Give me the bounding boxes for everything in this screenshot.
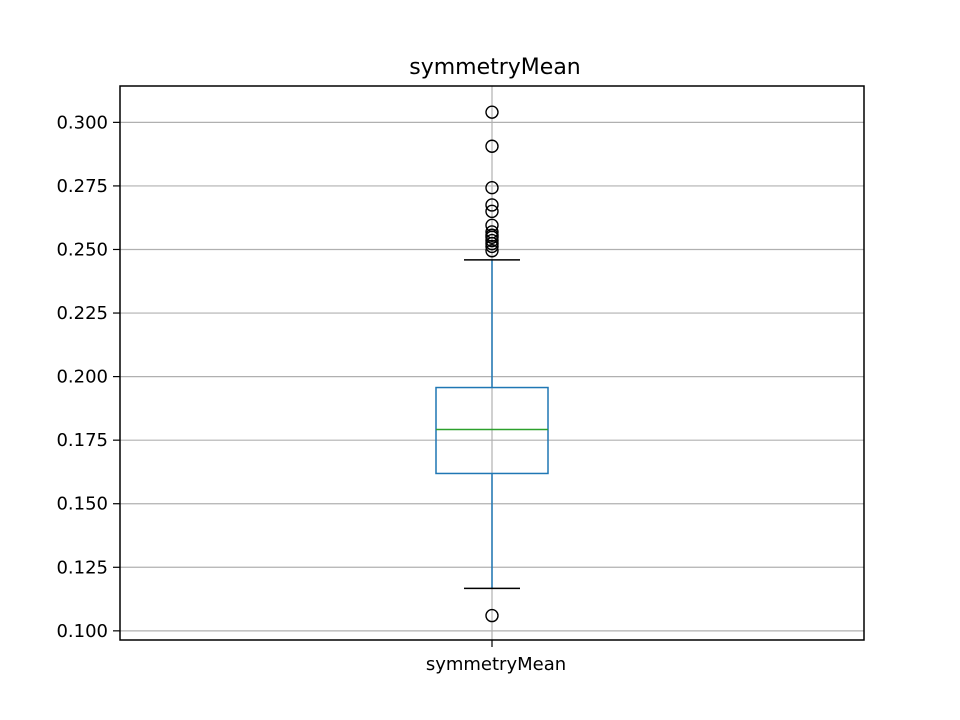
- outlier-point: [485, 244, 499, 258]
- outlier-point: [485, 180, 499, 195]
- iqr-box: [435, 386, 549, 475]
- y-tick-label: 0.125: [56, 557, 108, 578]
- outlier-point: [485, 139, 499, 153]
- y-tick-label: 0.300: [56, 112, 108, 133]
- outlier-point: [485, 198, 499, 212]
- y-axis: 0.100 0.125 0.150 0.175 0.200 0.225 0.250 0.275…: [56, 112, 120, 642]
- chart-title: symmetryMean: [409, 55, 581, 80]
- outlier-point: [485, 105, 499, 119]
- outlier-point: [485, 225, 499, 239]
- y-tick-label: 0.225: [56, 303, 108, 324]
- y-tick-label: 0.175: [56, 430, 108, 451]
- y-tick-label: 0.150: [56, 494, 108, 515]
- outlier-point: [485, 228, 499, 242]
- outlier-point: [485, 233, 499, 248]
- y-tick-label: 0.200: [56, 367, 108, 388]
- x-axis: symmetryMean: [426, 640, 566, 675]
- plot-area: [435, 105, 549, 623]
- y-tick-label: 0.250: [56, 239, 108, 260]
- x-tick-label: symmetryMean: [426, 654, 566, 675]
- y-tick-label: 0.100: [56, 621, 108, 642]
- outlier-point: [485, 608, 499, 623]
- y-tick-label: 0.275: [56, 176, 108, 197]
- outlier-point: [485, 218, 499, 233]
- outlier-point: [485, 204, 499, 219]
